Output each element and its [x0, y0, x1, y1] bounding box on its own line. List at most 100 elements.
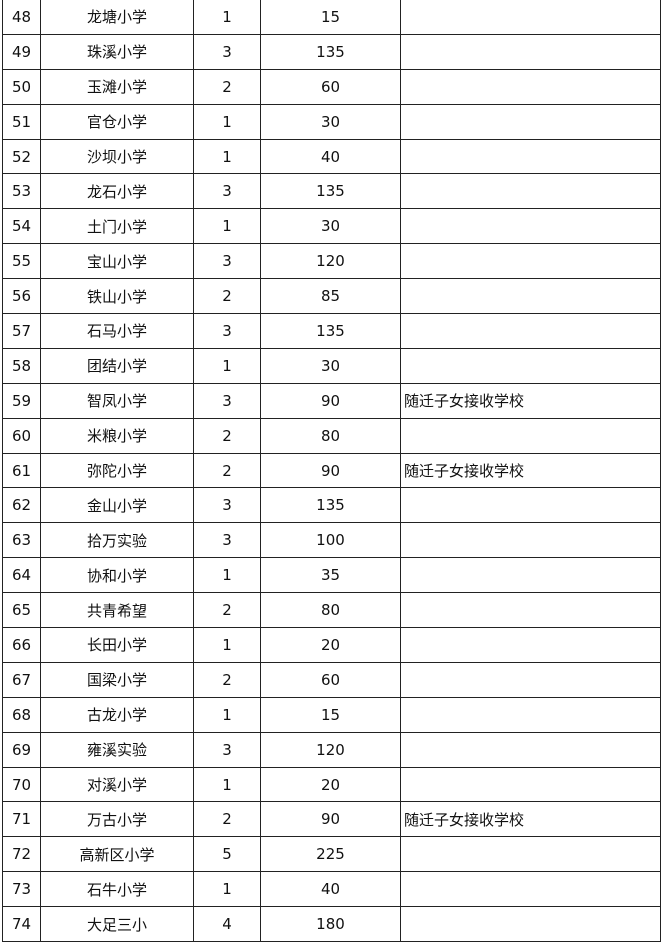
student-count-cell: 15: [260, 696, 401, 733]
row-number-cell: 59: [2, 382, 41, 419]
note-cell: [400, 487, 661, 524]
student-count-cell: 30: [260, 103, 401, 140]
student-count-cell: 35: [260, 557, 401, 594]
student-count-cell: 40: [260, 138, 401, 175]
class-count-cell: 1: [193, 347, 261, 384]
table-row: 63 拾万实验 3 100: [2, 522, 661, 559]
class-count-cell: 3: [193, 33, 261, 70]
class-count-cell: 1: [193, 627, 261, 663]
note-cell: [400, 243, 661, 280]
note-cell: [400, 173, 661, 210]
class-count-cell: 3: [193, 173, 261, 210]
table-row: 62 金山小学 3 135: [2, 487, 661, 524]
row-number-cell: 64: [2, 557, 41, 594]
row-number-cell: 50: [2, 68, 41, 105]
row-number-cell: 48: [2, 0, 41, 35]
student-count-cell: 80: [260, 592, 401, 629]
note-cell: [400, 103, 661, 140]
school-name-cell: 土门小学: [40, 208, 194, 245]
table-row: 69 雍溪实验 3 120: [2, 731, 661, 768]
row-number-cell: 52: [2, 138, 41, 175]
class-count-cell: 1: [193, 208, 261, 245]
class-count-cell: 5: [193, 836, 261, 873]
note-cell: [400, 417, 661, 454]
table-row: 59 智凤小学 3 90 随迁子女接收学校: [2, 382, 661, 419]
row-number-cell: 70: [2, 766, 41, 803]
note-cell: [400, 0, 661, 35]
school-name-cell: 金山小学: [40, 487, 194, 524]
row-number-cell: 61: [2, 452, 41, 489]
student-count-cell: 80: [260, 417, 401, 454]
note-cell: [400, 557, 661, 594]
row-number-cell: 53: [2, 173, 41, 210]
row-number-cell: 68: [2, 696, 41, 733]
school-name-cell: 龙石小学: [40, 173, 194, 210]
school-name-cell: 珠溪小学: [40, 33, 194, 70]
note-cell: [400, 766, 661, 803]
row-number-cell: 74: [2, 906, 41, 943]
row-number-cell: 67: [2, 661, 41, 698]
student-count-cell: 120: [260, 243, 401, 280]
school-name-cell: 协和小学: [40, 557, 194, 594]
student-count-cell: 60: [260, 68, 401, 105]
school-name-cell: 大足三小: [40, 906, 194, 943]
note-cell: [400, 836, 661, 873]
student-count-cell: 135: [260, 33, 401, 70]
student-count-cell: 180: [260, 906, 401, 943]
class-count-cell: 1: [193, 103, 261, 140]
class-count-cell: 2: [193, 68, 261, 105]
row-number-cell: 55: [2, 243, 41, 280]
note-cell: [400, 522, 661, 559]
note-cell: 随迁子女接收学校: [400, 452, 661, 489]
school-name-cell: 高新区小学: [40, 836, 194, 873]
row-number-cell: 57: [2, 313, 41, 349]
table-row: 55 宝山小学 3 120: [2, 243, 661, 280]
class-count-cell: 2: [193, 801, 261, 838]
row-number-cell: 66: [2, 627, 41, 663]
student-count-cell: 135: [260, 173, 401, 210]
note-cell: [400, 627, 661, 663]
student-count-cell: 225: [260, 836, 401, 873]
table-row: 49 珠溪小学 3 135: [2, 33, 661, 70]
note-cell: 随迁子女接收学校: [400, 382, 661, 419]
table-row: 61 弥陀小学 2 90 随迁子女接收学校: [2, 452, 661, 489]
school-name-cell: 雍溪实验: [40, 731, 194, 768]
table-row: 68 古龙小学 1 15: [2, 696, 661, 733]
student-count-cell: 100: [260, 522, 401, 559]
class-count-cell: 1: [193, 557, 261, 594]
student-count-cell: 85: [260, 278, 401, 315]
school-name-cell: 对溪小学: [40, 766, 194, 803]
school-name-cell: 龙塘小学: [40, 0, 194, 35]
school-name-cell: 石牛小学: [40, 871, 194, 908]
class-count-cell: 3: [193, 522, 261, 559]
class-count-cell: 2: [193, 278, 261, 315]
table-row: 70 对溪小学 1 20: [2, 766, 661, 803]
class-count-cell: 2: [193, 661, 261, 698]
school-name-cell: 国梁小学: [40, 661, 194, 698]
school-name-cell: 官仓小学: [40, 103, 194, 140]
school-name-cell: 长田小学: [40, 627, 194, 663]
table-row: 48 龙塘小学 1 15: [2, 0, 661, 35]
row-number-cell: 73: [2, 871, 41, 908]
student-count-cell: 90: [260, 452, 401, 489]
row-number-cell: 62: [2, 487, 41, 524]
note-cell: [400, 33, 661, 70]
school-name-cell: 团结小学: [40, 347, 194, 384]
table-row: 52 沙坝小学 1 40: [2, 138, 661, 175]
class-count-cell: 2: [193, 417, 261, 454]
table-row: 50 玉滩小学 2 60: [2, 68, 661, 105]
class-count-cell: 1: [193, 696, 261, 733]
note-cell: [400, 661, 661, 698]
student-count-cell: 40: [260, 871, 401, 908]
note-cell: [400, 731, 661, 768]
row-number-cell: 69: [2, 731, 41, 768]
student-count-cell: 135: [260, 487, 401, 524]
note-cell: [400, 313, 661, 349]
note-cell: [400, 592, 661, 629]
school-name-cell: 弥陀小学: [40, 452, 194, 489]
row-number-cell: 65: [2, 592, 41, 629]
student-count-cell: 30: [260, 347, 401, 384]
class-count-cell: 3: [193, 731, 261, 768]
row-number-cell: 49: [2, 33, 41, 70]
